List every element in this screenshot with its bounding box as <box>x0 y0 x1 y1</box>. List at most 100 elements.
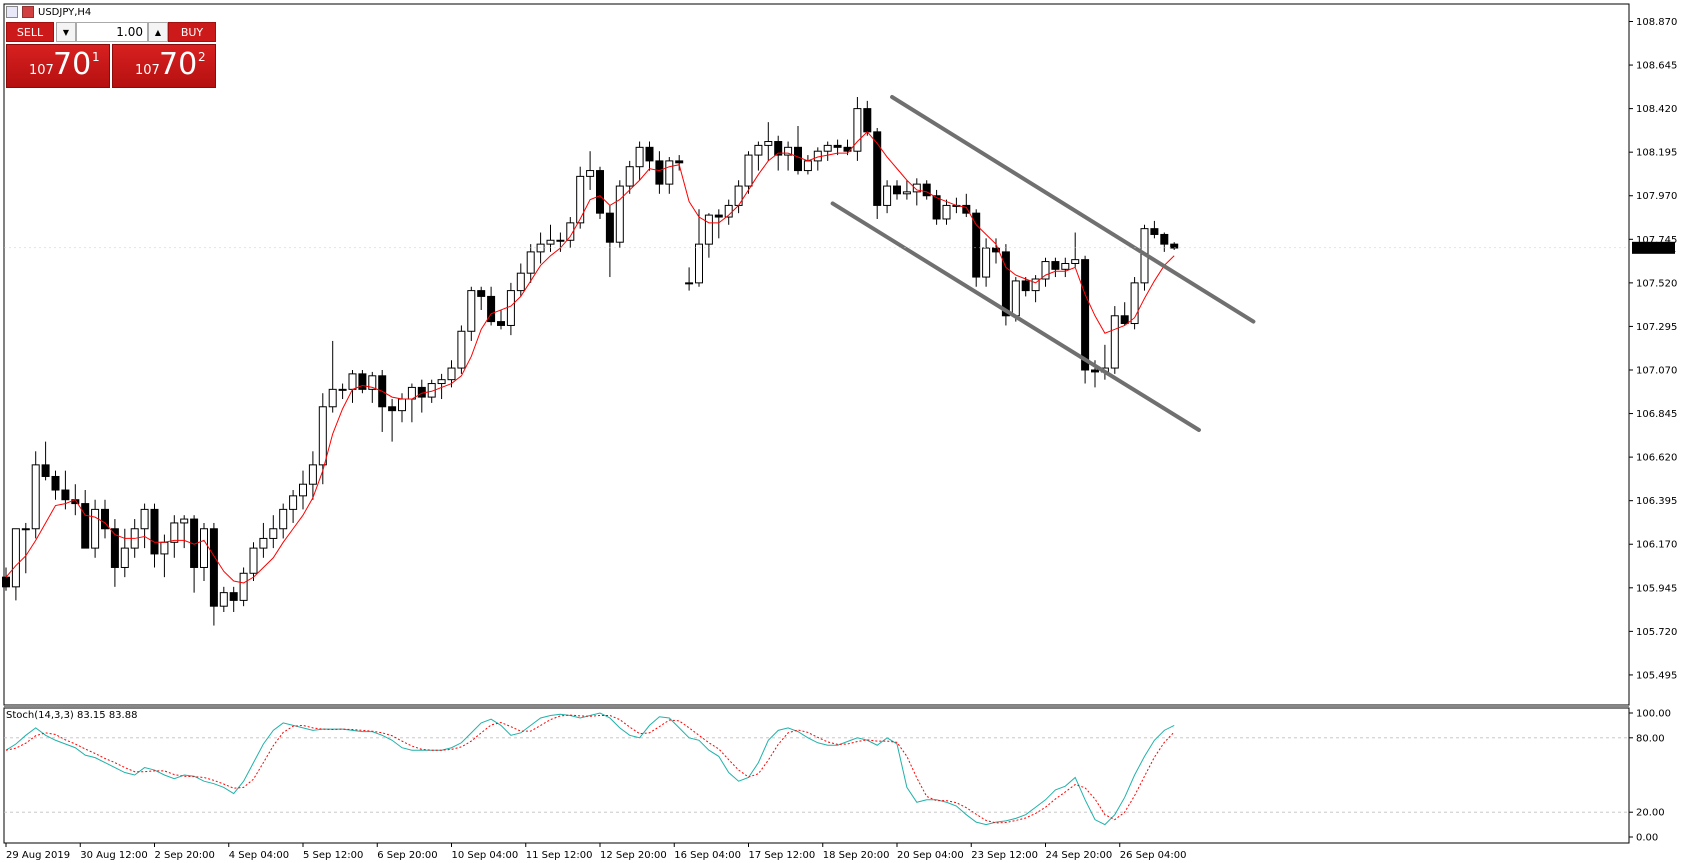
candle <box>1160 232 1169 252</box>
lot-decrease-button[interactable]: ▼ <box>56 22 76 42</box>
candle <box>160 534 169 578</box>
chevron-up-icon: ▲ <box>154 27 162 37</box>
price-tick-label: 105.495 <box>1636 670 1677 681</box>
candle-body <box>308 464 317 485</box>
stoch-tick-label: 20.00 <box>1636 808 1665 819</box>
buy-button[interactable]: BUY <box>168 22 216 42</box>
candle-body <box>675 160 684 164</box>
channel-upper-line <box>890 94 1256 324</box>
candle-body <box>21 528 30 531</box>
time-tick-label: 16 Sep 04:00 <box>674 850 741 861</box>
candle <box>893 180 901 200</box>
candle <box>41 441 50 481</box>
candle-body <box>1011 280 1020 317</box>
current-price-tag <box>1632 241 1675 254</box>
price-tick-label: 107.520 <box>1636 278 1677 289</box>
candle <box>803 155 812 175</box>
time-tick-label: 5 Sep 12:00 <box>303 850 363 861</box>
candle <box>299 470 307 510</box>
time-tick-label: 2 Sep 20:00 <box>155 850 215 861</box>
candle-body <box>368 375 377 390</box>
candle <box>437 373 446 400</box>
candle <box>477 286 486 310</box>
candle <box>982 238 991 287</box>
candle-body <box>546 239 555 245</box>
candle <box>51 470 60 500</box>
time-tick-label: 4 Sep 04:00 <box>229 850 289 861</box>
time-tick-label: 26 Sep 04:00 <box>1120 850 1187 861</box>
candle-body <box>348 373 357 390</box>
candle <box>704 213 713 258</box>
candle-body <box>784 146 793 156</box>
candle <box>358 369 367 394</box>
candle <box>586 151 595 190</box>
candle <box>972 209 981 287</box>
candle <box>645 141 654 171</box>
chart-window-icon <box>6 6 18 18</box>
lot-size-input[interactable]: 1.00 <box>76 22 148 42</box>
candle-body <box>51 475 60 491</box>
candle <box>378 369 387 432</box>
candle-body <box>556 239 565 242</box>
candle <box>556 232 565 252</box>
candle-body <box>596 170 604 214</box>
sell-price-sup: 1 <box>92 50 100 64</box>
candle-body <box>200 528 208 568</box>
stoch-signal-line <box>5 714 1175 824</box>
candle <box>685 267 694 291</box>
candle-body <box>318 406 327 466</box>
candle-body <box>853 108 862 152</box>
buy-price-box[interactable]: 107 70 2 <box>112 44 216 88</box>
sell-price-box[interactable]: 107 70 1 <box>6 44 110 88</box>
candle <box>308 451 317 500</box>
candle <box>1051 257 1060 278</box>
candle-body <box>1081 259 1090 371</box>
lot-increase-button[interactable]: ▲ <box>148 22 168 42</box>
candle-body <box>972 212 981 278</box>
window-title: USDJPY,H4 <box>38 6 92 18</box>
candle <box>348 369 357 403</box>
candle-body <box>1031 278 1040 292</box>
stochastic-axis: 100.00 80.00 20.00 0.00 <box>1629 709 1671 844</box>
candle-body <box>388 406 397 412</box>
candle-body <box>338 388 347 391</box>
candle <box>101 499 109 539</box>
candle <box>744 151 753 194</box>
candle-body <box>764 141 773 146</box>
candle-body <box>110 528 119 568</box>
candle-body <box>912 183 921 193</box>
candle <box>190 515 199 593</box>
candle <box>249 542 258 582</box>
channel-lower-line <box>830 201 1201 433</box>
candle <box>794 126 802 175</box>
candle <box>219 586 228 613</box>
candle-body <box>665 160 674 185</box>
candle <box>259 522 268 558</box>
time-tick-label: 18 Sep 20:00 <box>823 850 890 861</box>
candle <box>61 470 70 510</box>
one-click-trading-panel: SELL ▼ 1.00 ▲ BUY 107 70 1 107 70 2 <box>6 22 216 88</box>
candle-body <box>81 503 90 549</box>
price-tick-label: 108.195 <box>1636 148 1677 159</box>
candle-body <box>774 141 783 156</box>
candle <box>566 217 575 249</box>
candle-body <box>1150 228 1159 235</box>
candle-body <box>576 175 585 224</box>
candle-body <box>586 170 595 177</box>
candle-body <box>209 528 218 607</box>
candle <box>902 180 911 200</box>
candle-body <box>11 528 20 588</box>
time-tick-label: 11 Sep 12:00 <box>526 850 593 861</box>
candle <box>180 515 189 549</box>
moving-average-line <box>5 131 1175 584</box>
candle-body <box>1091 369 1099 373</box>
time-tick-label: 29 Aug 2019 <box>6 850 70 861</box>
candle <box>615 180 624 249</box>
buy-price-prefix: 107 <box>135 63 160 78</box>
sell-button[interactable]: SELL <box>6 22 54 42</box>
candle <box>140 503 149 549</box>
candle <box>883 180 892 214</box>
price-tick-label: 105.720 <box>1636 627 1677 638</box>
candle <box>417 379 426 413</box>
